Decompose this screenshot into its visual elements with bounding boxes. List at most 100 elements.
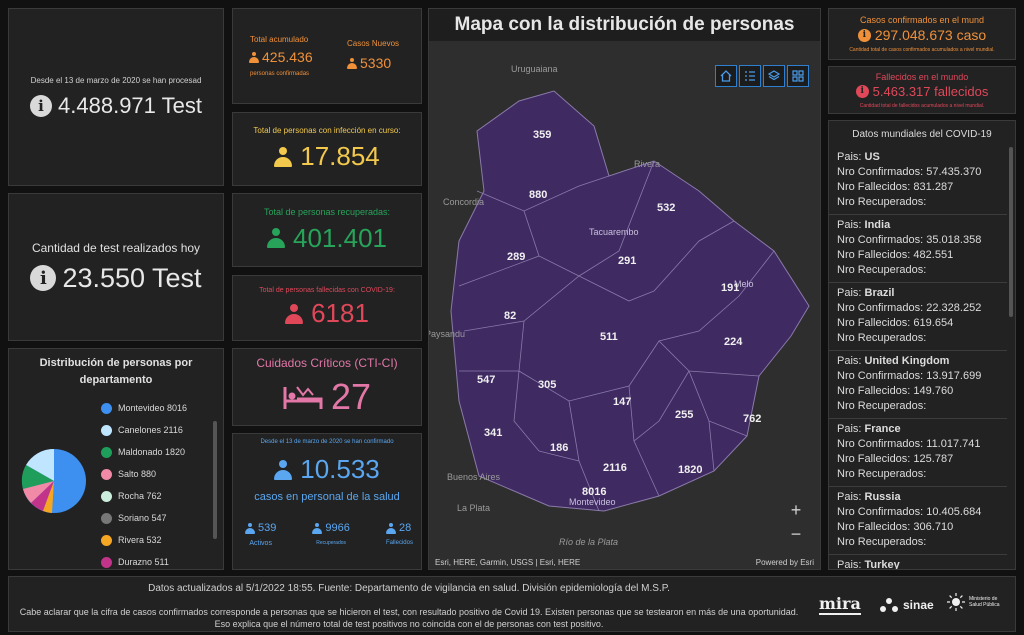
person-icon (249, 51, 259, 63)
world-confirmed-sub: Cantidad total de casos confirmados acum… (849, 47, 995, 53)
person-icon (245, 522, 255, 534)
health-stat-active-label: Activos (249, 540, 272, 547)
layers-button[interactable] (763, 65, 785, 87)
country-deaths-line: Nro Fallecidos: 306.710 (837, 520, 999, 535)
legend-label: Soriano 547 (118, 513, 167, 523)
country-list-item[interactable]: Pais: US Nro Confirmados: 57.435.370 Nro F… (829, 147, 1007, 215)
uruguay-map[interactable] (429, 41, 821, 570)
place-label: Rivera (634, 159, 661, 169)
deceased-value: 6181 (311, 298, 369, 328)
country-list-item[interactable]: Pais: India Nro Confirmados: 35.018.358 Nr… (829, 215, 1007, 283)
recovered-value: 401.401 (293, 222, 387, 253)
legend-item[interactable]: Durazno 511 (101, 551, 187, 569)
country-confirmed-line: Nro Confirmados: 11.017.741 (837, 437, 999, 452)
legend-item[interactable]: Rocha 762 (101, 485, 187, 507)
distribution-scrollbar[interactable] (213, 421, 217, 539)
country-confirmed: 10.405.684 (926, 506, 982, 518)
zoom-out-button[interactable]: − (790, 523, 802, 544)
map-powered-by[interactable]: Powered by Esri (755, 558, 814, 567)
department-label: 82 (504, 310, 517, 322)
health-stat-recovered-value: 9966 (325, 522, 350, 534)
legend-item[interactable]: Canelones 2116 (101, 419, 187, 441)
country-deaths: 125.787 (913, 453, 954, 465)
country-list-item[interactable]: Pais: United Kingdom Nro Confirmados: 13.… (829, 351, 1007, 419)
department-label: 1820 (678, 464, 703, 476)
sinae-icon (880, 598, 898, 612)
map-attribution: Esri, HERE, Garmin, USGS | Esri, HERE (435, 558, 581, 567)
footer-panel: Datos actualizados al 5/1/2022 18:55. Fu… (8, 576, 1016, 632)
list-icon (745, 71, 755, 81)
country-deaths-label: Nro Fallecidos: (837, 521, 914, 533)
deceased-value-row: 6181 (285, 298, 369, 329)
health-stat-active: 539 Activos (245, 522, 276, 547)
legend-label: Durazno 511 (118, 557, 169, 567)
tests-total-value: 4.488.971 Test (58, 92, 202, 118)
department-label: 511 (600, 331, 618, 343)
country-list-item[interactable]: Pais: Russia Nro Confirmados: 10.405.684 N… (829, 487, 1007, 555)
place-label: Uruguaiana (511, 64, 558, 74)
country-name-line: Pais: Turkey (837, 558, 999, 569)
home-button[interactable] (715, 65, 737, 87)
department-label: 359 (533, 129, 552, 141)
tests-total-value-row: i 4.488.971 Test (30, 93, 202, 119)
legend-item[interactable]: Soriano 547 (101, 507, 187, 529)
basemap-button[interactable] (787, 65, 809, 87)
recovered-value-row: 401.401 (267, 223, 387, 254)
legend-swatch (101, 512, 112, 524)
health-panel: Desde el 13 de marzo de 2020 se han conf… (232, 433, 422, 570)
country-name-line: Pais: United Kingdom (837, 354, 999, 369)
legend-swatch (101, 402, 112, 414)
world-deaths-caption: Fallecidos en el mundo (875, 71, 969, 82)
legend-item[interactable]: Montevideo 8016 (101, 397, 187, 419)
map-panel[interactable]: Mapa con la distribución de personas Uru… (428, 8, 821, 570)
legend-item[interactable]: Salto 880 (101, 463, 187, 485)
sinae-logo-text: sinae (903, 598, 934, 612)
legend-label: Maldonado 1820 (118, 447, 186, 457)
legend-item[interactable]: Maldonado 1820 (101, 441, 187, 463)
world-list[interactable]: Pais: US Nro Confirmados: 57.435.370 Nro F… (829, 147, 1007, 569)
country-confirmed: 57.435.370 (926, 166, 982, 178)
health-stat-deceased-label: Fallecidos (385, 540, 413, 546)
critical-value-row: 27 (283, 376, 371, 418)
info-icon: i (857, 28, 871, 42)
country-list-item[interactable]: Pais: Brazil Nro Confirmados: 22.328.252 N… (829, 283, 1007, 351)
country-name: Brazil (864, 287, 895, 299)
map-title: Mapa con la distribución de personas (429, 9, 820, 41)
cases-new-value-row: 5330 (347, 55, 391, 71)
department-label: 305 (538, 379, 557, 391)
health-sub: casos en personal de la salud (254, 491, 400, 503)
country-recovered-label: Nro Recuperados: (837, 332, 927, 344)
country-confirmed: 11.017.741 (926, 438, 981, 450)
cases-total-caption: Total acumulado (250, 35, 309, 44)
country-deaths-label: Nro Fallecidos: (837, 453, 914, 465)
country-recovered-line: Nro Recuperados: (837, 263, 999, 278)
cases-total-value: 425.436 (262, 49, 313, 65)
world-deaths-panel: Fallecidos en el mundo i 5.463.317 falle… (828, 66, 1016, 114)
country-deaths-line: Nro Fallecidos: 149.760 (837, 384, 999, 399)
country-list-item[interactable]: Pais: TurkeyNro Confirmados: 9.720.831Nr… (829, 555, 1007, 569)
world-list-scrollbar[interactable] (1009, 147, 1013, 317)
info-icon: i (30, 94, 53, 117)
country-name-label: Pais: (837, 287, 865, 299)
legend-swatch (101, 534, 112, 546)
zoom-in-button[interactable]: + (790, 499, 802, 520)
place-label: Tacuarembo (589, 227, 639, 237)
cases-new-caption: Casos Nuevos (347, 39, 400, 48)
country-name: United Kingdom (864, 355, 950, 367)
world-list-title: Datos mundiales del COVID-19 (852, 128, 992, 140)
country-deaths-line: Nro Fallecidos: 482.551 (837, 248, 999, 263)
legend-swatch (101, 556, 112, 568)
tests-total-panel: Desde el 13 de marzo de 2020 se han proc… (8, 8, 224, 186)
country-name-line: Pais: Brazil (837, 286, 999, 301)
hospital-bed-icon (283, 386, 323, 409)
world-list-panel: Datos mundiales del COVID-19 Pais: US Nro… (828, 120, 1016, 570)
cases-total-value-row: 425.436 (249, 49, 313, 65)
world-confirmed-value-row: i 297.048.673 caso (857, 27, 986, 43)
legend-button[interactable] (739, 65, 761, 87)
country-deaths-label: Nro Fallecidos: (837, 385, 914, 397)
country-recovered-line: Nro Recuperados: (837, 399, 999, 414)
health-value-row: 10.533 (233, 454, 421, 485)
country-list-item[interactable]: Pais: France Nro Confirmados: 11.017.741 N… (829, 419, 1007, 487)
legend-item[interactable]: Rivera 532 (101, 529, 187, 551)
active-panel: Total de personas con infección en curso… (232, 112, 422, 186)
